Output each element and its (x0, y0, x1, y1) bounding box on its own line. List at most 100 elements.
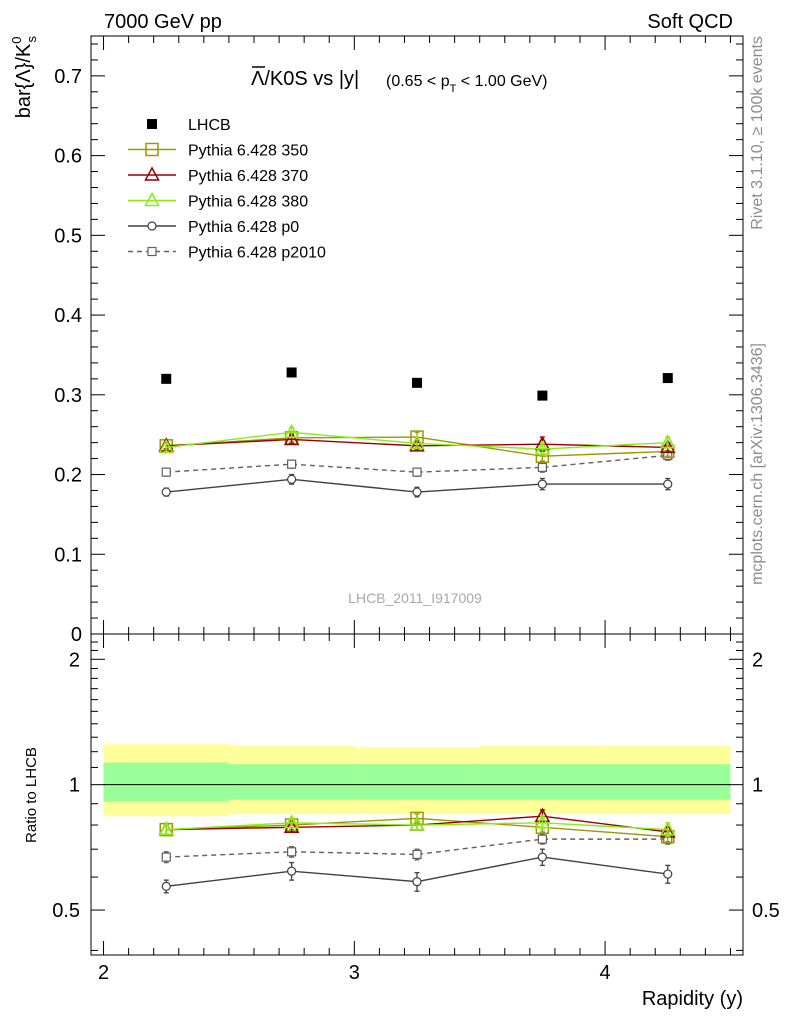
data-point-p0 (412, 877, 422, 887)
legend-label: Pythia 6.428 380 (188, 194, 308, 211)
y-tick-label: 0 (71, 624, 82, 646)
data-point-data (412, 377, 422, 388)
data-point-p2010 (161, 852, 171, 862)
data-point-p0 (287, 474, 297, 484)
data-point-p2010 (412, 849, 422, 860)
data-point-p0 (537, 852, 547, 862)
legend-marker (144, 166, 160, 181)
y-tick-label: 0.4 (54, 305, 82, 327)
ratio-y-tick-label: 1 (69, 775, 80, 797)
data-point-p0 (537, 479, 547, 489)
legend-label: Pythia 6.428 350 (188, 143, 308, 160)
plot-title-cut: (0.65 < pT < 1.00 GeV) (386, 73, 548, 95)
data-point-data (537, 390, 548, 401)
data-point-p380 (283, 423, 300, 439)
uncertainty-band-inner (354, 764, 480, 800)
data-point-data (161, 373, 172, 384)
legend-marker (144, 191, 160, 207)
series-line-p2010 (166, 454, 668, 473)
data-point-p2010 (412, 467, 422, 477)
ratio-y-tick-label-right: 2 (752, 649, 763, 671)
x-tick-label: 2 (98, 962, 109, 984)
header-left: 7000 GeV pp (104, 11, 222, 33)
data-point-p370 (409, 437, 425, 452)
ratio-y-tick-label: 0.5 (52, 900, 80, 922)
data-point-data (286, 367, 297, 378)
data-point-p370 (660, 438, 676, 454)
data-point-p380 (409, 816, 425, 831)
legend-label: LHCB (188, 117, 231, 134)
y-tick-label: 0.6 (54, 146, 82, 168)
uncertainty-band-inner (605, 764, 731, 800)
legend-label: Pythia 6.428 p0 (188, 219, 299, 236)
data-point-p380 (158, 821, 174, 836)
series-p380 (158, 814, 676, 838)
y-tick-label: 0.2 (54, 465, 82, 487)
legend-label: Pythia 6.428 370 (188, 168, 308, 185)
y-tick-label: 0.1 (54, 544, 82, 566)
cut-sub: T (450, 83, 457, 95)
legend-marker (147, 221, 157, 231)
x-tick-label: 3 (349, 962, 360, 984)
x-axis-label: Rapidity (y) (642, 988, 743, 1010)
main-panel: 0 0.1 0.2 0.3 0.4 0.5 0.6 0.7 (54, 35, 744, 646)
series-p0 (161, 473, 673, 498)
data-point-data (662, 373, 673, 384)
data-point-p2010 (287, 459, 297, 469)
legend-entry-p2010: Pythia 6.428 p2010 (128, 245, 326, 262)
uncertainty-band-inner (228, 764, 355, 800)
y-tick-label: 0.5 (54, 225, 82, 247)
uncertainty-band-inner (479, 764, 606, 800)
legend-entry-p0: Pythia 6.428 p0 (128, 219, 299, 236)
ylabel-sub: s (24, 36, 39, 43)
analysis-watermark: LHCB_2011_I917009 (348, 590, 482, 606)
ratio-y-tick-label: 2 (69, 649, 80, 671)
mcplots-label: mcplots.cern.ch [arXiv:1306.3436] (749, 343, 766, 585)
data-point-p380 (283, 814, 300, 829)
ratio-y-tick-label-right: 0.5 (752, 900, 780, 922)
data-point-p0 (161, 881, 171, 891)
data-point-p2010 (161, 467, 171, 477)
header-right: Soft QCD (647, 11, 733, 33)
legend-marker (147, 246, 157, 257)
data-point-p380 (158, 438, 174, 454)
legend-label: Pythia 6.428 p2010 (188, 245, 326, 262)
series-data (161, 367, 673, 401)
ratio-panel: 0.5 0.5 1 1 2 2 2 3 4 (52, 633, 780, 984)
data-point-p0 (287, 866, 297, 876)
ratio-frame (90, 633, 744, 956)
ylabel-base: bar{Λ}/K (13, 43, 35, 118)
legend-entry-data: LHCB (147, 117, 231, 134)
data-point-p0 (412, 487, 422, 497)
plot-title-main: Λ/K0S vs |y| (251, 68, 359, 90)
data-point-p2010 (287, 847, 297, 857)
legend-entry-p380: Pythia 6.428 380 (128, 191, 308, 211)
data-point-p0 (663, 869, 673, 879)
data-point-p380 (660, 821, 676, 836)
data-point-p370 (283, 818, 300, 834)
legend-marker (147, 119, 157, 129)
data-point-p380 (409, 434, 425, 450)
data-point-p2010 (537, 834, 547, 844)
data-point-p0 (161, 487, 171, 497)
data-point-p380 (660, 434, 676, 449)
series-p0 (161, 848, 673, 894)
data-point-p380 (534, 814, 551, 829)
data-point-p370 (283, 430, 300, 446)
legend-entry-p370: Pythia 6.428 370 (128, 166, 308, 185)
x-tick-label: 4 (600, 962, 611, 984)
ratio-y-tick-label-right: 1 (752, 775, 763, 797)
data-point-p0 (663, 479, 673, 489)
y-tick-label: 0.3 (54, 385, 82, 407)
series-line-p2010 (166, 838, 668, 858)
y-axis-label-main: bar{Λ}/K0s (9, 36, 39, 119)
cut-close: < 1.00 GeV) (456, 73, 547, 90)
ylabel-sup: 0 (9, 37, 24, 44)
legend-entry-p350: Pythia 6.428 350 (128, 143, 308, 160)
legend-marker (145, 142, 159, 157)
rivet-label: Rivet 3.1.10, ≥ 100k events (749, 36, 766, 230)
y-tick-label: 0.7 (54, 66, 82, 88)
legend: LHCB Pythia 6.428 350 Pythia 6.428 370 Pyth… (128, 117, 326, 262)
uncertainty-band-inner (103, 762, 229, 802)
data-point-p380 (534, 440, 551, 455)
